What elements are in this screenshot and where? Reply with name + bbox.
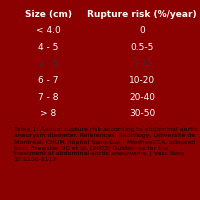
Text: Table 1: Annual rupture risk according to abdominal aortic aneurysm diameter. Re: Table 1: Annual rupture risk according t… (14, 127, 197, 162)
Text: 5 - 6: 5 - 6 (38, 60, 59, 68)
Text: 3-15: 3-15 (132, 60, 153, 68)
Text: 10-20: 10-20 (129, 76, 155, 85)
Text: 0: 0 (139, 26, 145, 35)
Text: Rupture risk (%/year): Rupture risk (%/year) (87, 10, 197, 19)
Text: Size (cm): Size (cm) (25, 10, 72, 19)
Text: 0.5-5: 0.5-5 (131, 43, 154, 52)
Text: > 8: > 8 (40, 109, 56, 118)
Text: < 4.0: < 4.0 (36, 26, 61, 35)
Text: 20-40: 20-40 (129, 93, 155, 102)
Text: 4 - 5: 4 - 5 (38, 43, 58, 52)
Text: 7 - 8: 7 - 8 (38, 93, 59, 102)
Text: 6 - 7: 6 - 7 (38, 76, 59, 85)
Text: 30-50: 30-50 (129, 109, 155, 118)
